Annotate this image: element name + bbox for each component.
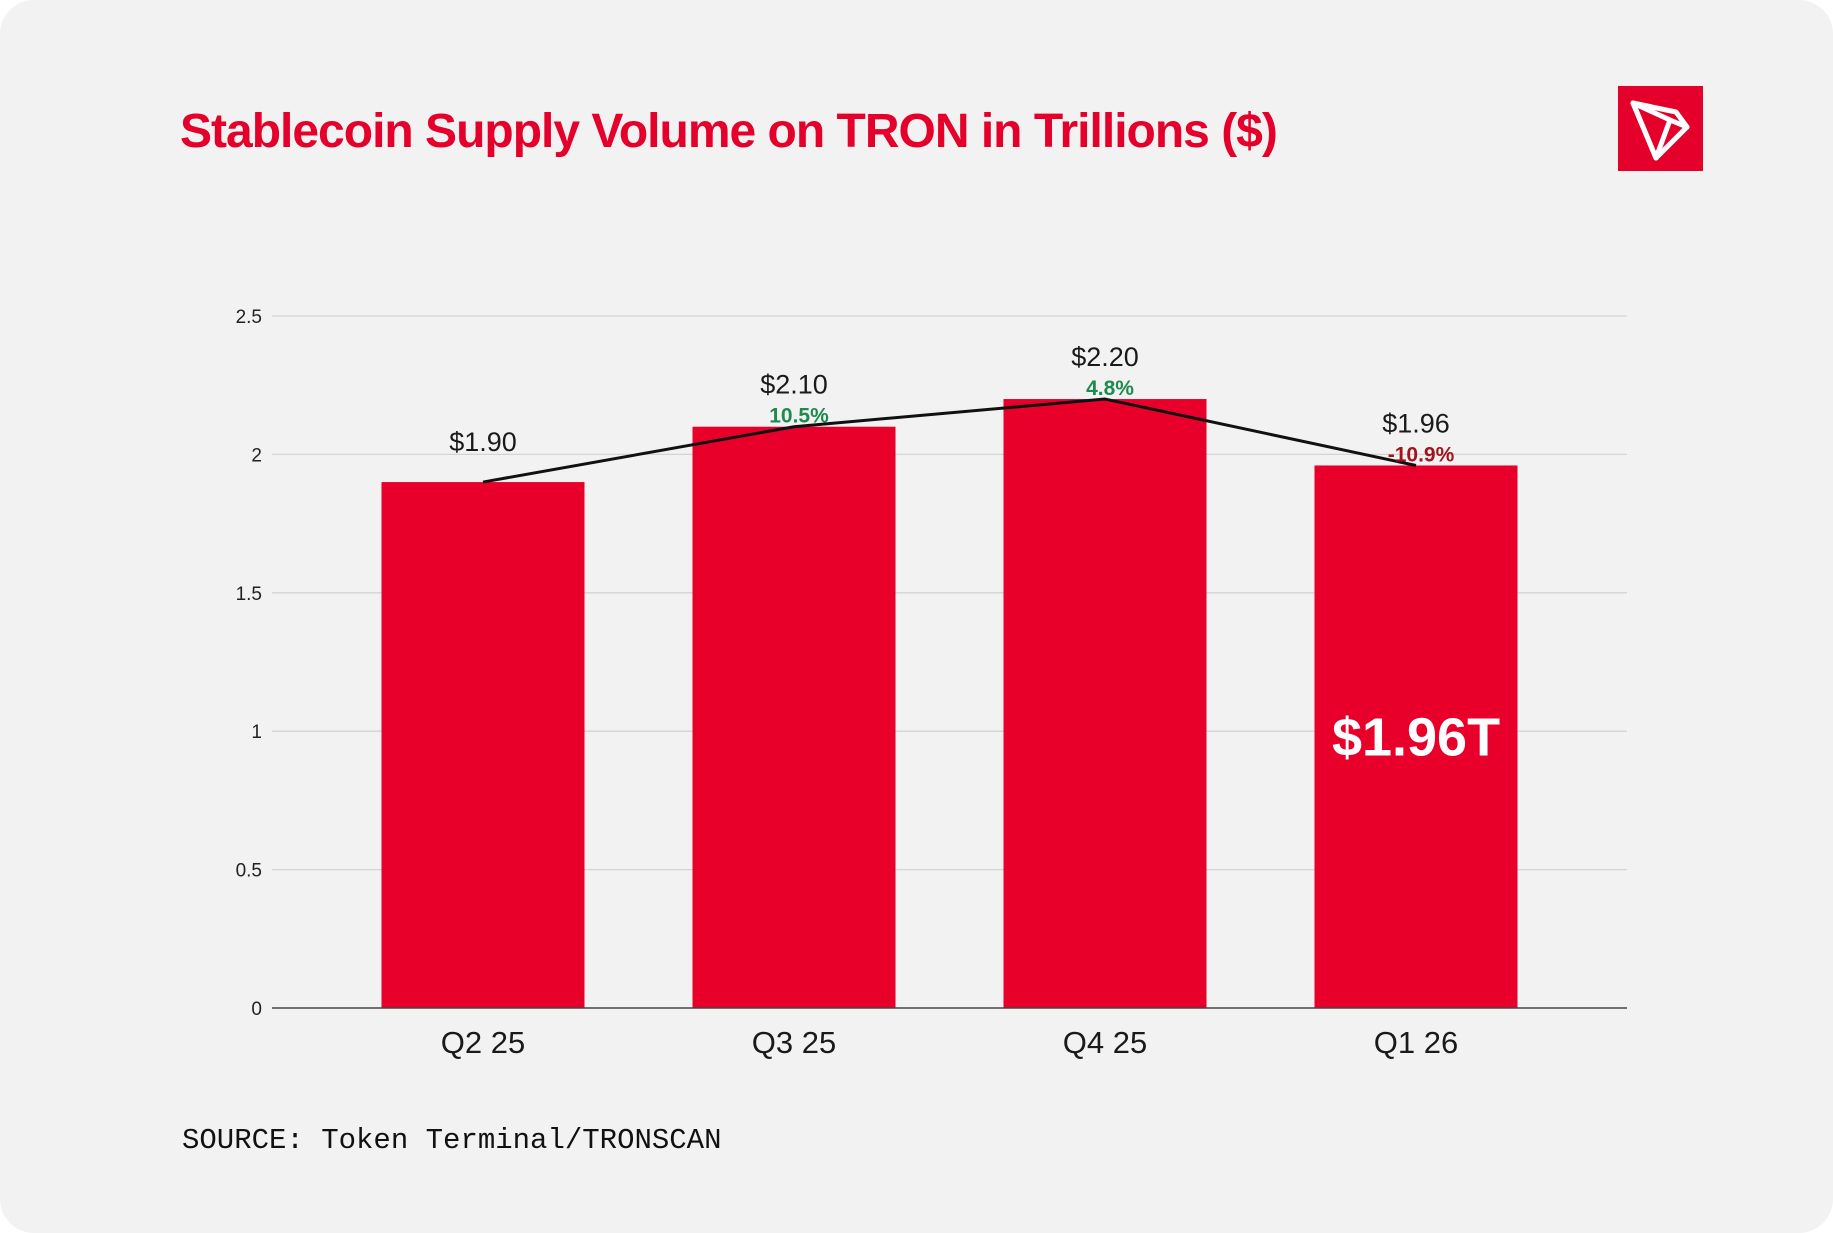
y-tick-label: 0.5 <box>236 861 262 882</box>
trend-line <box>482 397 1417 484</box>
source-note: SOURCE: Token Terminal/TRONSCAN <box>182 1124 722 1157</box>
y-tick-label: 1 <box>251 722 262 743</box>
bar <box>1314 465 1518 1008</box>
bar <box>1003 399 1207 1008</box>
value-label: $1.96 <box>1382 408 1450 438</box>
y-tick-label: 0 <box>251 999 262 1020</box>
change-label: 4.8% <box>1086 377 1134 400</box>
y-tick-label: 2.5 <box>236 307 262 328</box>
x-tick-label: Q1 26 <box>1374 1025 1458 1060</box>
x-tick-label: Q3 25 <box>752 1025 836 1060</box>
trend-line-path <box>482 397 1417 484</box>
change-label: 10.5% <box>769 405 829 428</box>
y-tick-label: 2 <box>251 445 262 466</box>
x-axis-ticks: Q2 25 Q3 25 Q4 25 Q1 26 <box>441 1025 1458 1060</box>
bar <box>381 482 585 1009</box>
bars <box>381 399 1518 1009</box>
value-label: $2.10 <box>760 370 828 400</box>
data-labels: $1.90 $2.10 10.5% $2.20 4.8% $1.96 -10.9% $1.96… <box>449 342 1500 768</box>
x-tick-label: Q2 25 <box>441 1025 525 1060</box>
x-tick-label: Q4 25 <box>1063 1025 1147 1060</box>
highlight-label: $1.96T <box>1332 708 1500 768</box>
y-axis-ticks: 0 0.5 1 1.5 2 2.5 <box>236 307 262 1020</box>
y-tick-label: 1.5 <box>236 584 262 605</box>
tron-logo-icon <box>1618 86 1703 171</box>
bar <box>692 426 896 1009</box>
value-label: $2.20 <box>1071 342 1139 372</box>
chart-title: Stablecoin Supply Volume on TRON in Tril… <box>180 105 1278 158</box>
value-label: $1.90 <box>449 427 517 457</box>
change-label: -10.9% <box>1388 443 1455 466</box>
